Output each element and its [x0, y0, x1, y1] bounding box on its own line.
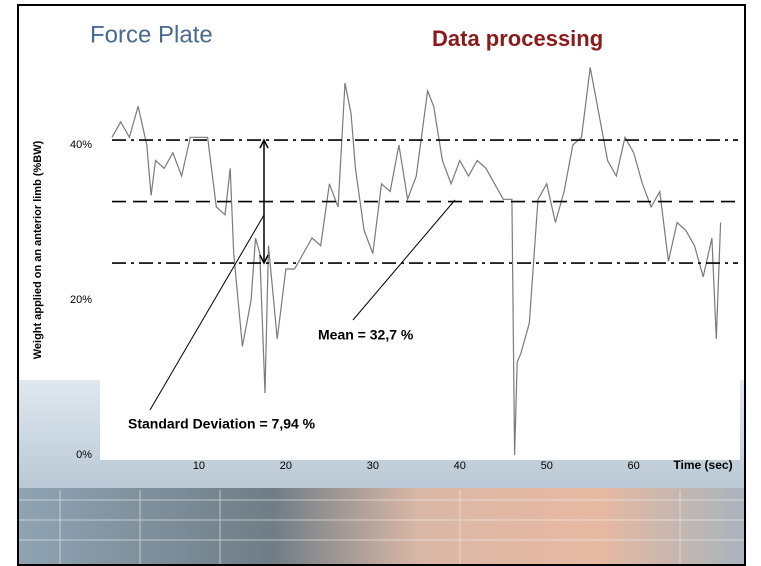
chart-subtitle: Data processing — [432, 26, 603, 51]
y-tick-label: 0% — [76, 449, 92, 461]
x-tick-label: 50 — [541, 460, 553, 472]
x-tick-label: 60 — [628, 460, 640, 472]
chart-title: Force Plate — [90, 21, 213, 48]
background-photo — [19, 488, 744, 564]
slide: Force Plate Data processing Weight appli… — [0, 0, 761, 566]
plot-area — [100, 55, 740, 460]
y-tick-label: 20% — [70, 294, 92, 306]
y-axis-label: Weight applied on an anterior limb (%BW) — [32, 140, 44, 359]
annotation: Mean = 32,7 % — [318, 327, 414, 343]
page: {"chart_data": {"type": "line", "title":… — [0, 0, 761, 566]
x-tick-label: 20 — [280, 460, 292, 472]
x-axis-label: Time (sec) — [673, 458, 732, 472]
x-tick-label: 40 — [454, 460, 466, 472]
annotation: Standard Deviation = 7,94 % — [128, 416, 316, 432]
y-tick-label: 40% — [70, 139, 92, 151]
x-tick-label: 30 — [367, 460, 379, 472]
x-tick-label: 10 — [193, 460, 205, 472]
